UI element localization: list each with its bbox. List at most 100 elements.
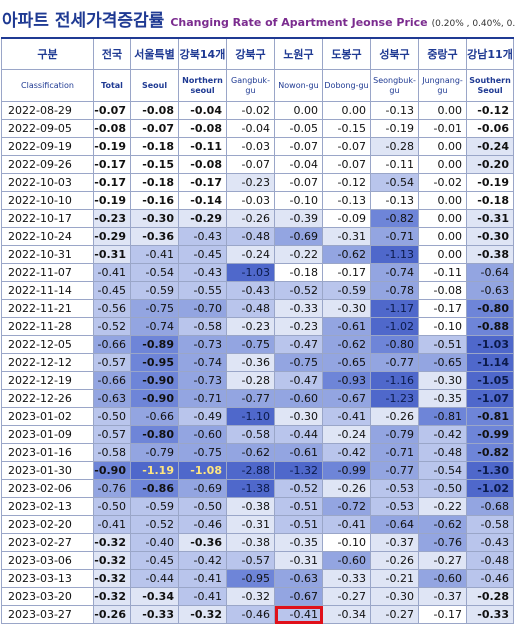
value-cell: -0.50	[93, 407, 131, 426]
value-cell: -0.76	[93, 479, 131, 498]
value-cell: -0.26	[370, 407, 419, 426]
value-cell: -0.74	[370, 263, 419, 282]
value-cell: -0.32	[226, 587, 275, 606]
value-cell: -0.48	[226, 227, 275, 246]
value-cell: -0.48	[466, 551, 514, 570]
value-cell: -0.81	[466, 407, 514, 426]
value-cell: -0.65	[322, 353, 371, 372]
row-date: 2022-10-03	[1, 173, 94, 192]
value-cell: -0.17	[418, 299, 467, 318]
value-cell: -0.27	[418, 551, 467, 570]
column-header-english: Nowon-gu	[274, 69, 323, 102]
value-cell: -0.24	[466, 137, 514, 156]
value-cell: -0.41	[93, 263, 131, 282]
value-cell: -0.75	[274, 353, 323, 372]
value-cell: -0.90	[130, 389, 179, 408]
value-cell: -0.26	[226, 209, 275, 228]
value-cell: -0.53	[370, 479, 419, 498]
row-date: 2022-09-19	[1, 137, 94, 156]
column-header-english: Classification	[1, 69, 94, 102]
value-cell: -0.50	[418, 479, 467, 498]
value-cell: -0.48	[226, 299, 275, 318]
value-cell: -1.23	[370, 389, 419, 408]
value-cell: -1.03	[226, 263, 275, 282]
value-cell: -0.90	[93, 461, 131, 480]
value-cell: -0.46	[226, 605, 275, 624]
value-cell: -0.17	[93, 173, 131, 192]
value-cell: -0.31	[322, 227, 371, 246]
value-cell: -0.33	[322, 569, 371, 588]
value-cell: -0.65	[418, 353, 467, 372]
value-cell: -0.01	[418, 119, 467, 138]
value-cell: -0.37	[370, 533, 419, 552]
value-cell: -0.10	[322, 533, 371, 552]
value-cell: -0.59	[130, 497, 179, 516]
row-date: 2023-03-20	[1, 587, 94, 606]
value-cell: -0.41	[178, 569, 227, 588]
value-cell: -0.67	[322, 389, 371, 408]
value-cell: -0.73	[178, 335, 227, 354]
data-row: 2023-03-13 -0.32 -0.44 -0.41 -0.95 -0.63 -0.33…	[1, 569, 514, 588]
value-cell: -0.29	[178, 209, 227, 228]
value-cell: -0.31	[226, 515, 275, 534]
value-cell: -0.02	[418, 173, 467, 192]
value-cell: -0.18	[466, 191, 514, 210]
value-cell: -0.54	[130, 263, 179, 282]
value-cell: 0.00	[322, 101, 371, 120]
value-cell: 0.00	[418, 191, 467, 210]
value-cell: -0.39	[274, 209, 323, 228]
value-cell: -0.59	[130, 281, 179, 300]
value-cell: -0.74	[178, 353, 227, 372]
data-row: 2023-03-27 -0.26 -0.33 -0.32 -0.46 -0.41 -0.34…	[1, 605, 514, 624]
value-cell: -0.95	[226, 569, 275, 588]
value-cell: -0.99	[322, 461, 371, 480]
value-cell: -0.41	[322, 515, 371, 534]
value-cell: -1.13	[370, 245, 419, 264]
value-cell: -0.41	[93, 515, 131, 534]
value-cell: -0.30	[130, 209, 179, 228]
value-cell: -0.76	[418, 533, 467, 552]
row-date: 2023-01-02	[1, 407, 94, 426]
value-cell: -0.80	[370, 335, 419, 354]
value-cell: -0.62	[226, 443, 275, 462]
value-cell: -0.81	[418, 407, 467, 426]
value-cell: -0.13	[322, 191, 371, 210]
value-cell: -0.59	[322, 281, 371, 300]
data-row: 2022-10-24 -0.29 -0.36 -0.43 -0.48 -0.69 -0.31…	[1, 227, 514, 246]
value-cell: -0.42	[322, 443, 371, 462]
value-cell: -0.17	[322, 263, 371, 282]
value-cell: -0.93	[322, 371, 371, 390]
row-date: 2023-03-13	[1, 569, 94, 588]
column-header-english: Total	[93, 69, 131, 102]
value-cell: -0.57	[93, 353, 131, 372]
data-table: 구분 전국 서울특별 강북14개 강북구 노원구 도봉구 성북구 중랑구 강남11개 Classif…	[1, 37, 514, 624]
value-cell: -0.13	[370, 101, 419, 120]
value-cell: -1.05	[466, 371, 514, 390]
value-cell: -1.38	[226, 479, 275, 498]
row-date: 2022-12-05	[1, 335, 94, 354]
data-row: 2022-11-14 -0.45 -0.59 -0.55 -0.43 -0.52 -0.59…	[1, 281, 514, 300]
value-cell: -0.55	[178, 281, 227, 300]
value-cell: -0.38	[226, 497, 275, 516]
value-cell: -0.45	[130, 551, 179, 570]
value-cell: -0.19	[370, 119, 419, 138]
value-cell: -0.75	[130, 299, 179, 318]
data-row: 2022-10-03 -0.17 -0.18 -0.17 -0.23 -0.07 -0.12…	[1, 173, 514, 192]
value-cell: -0.18	[274, 263, 323, 282]
value-cell: -0.32	[93, 587, 131, 606]
row-date: 2023-01-30	[1, 461, 94, 480]
value-cell: -0.08	[130, 101, 179, 120]
value-cell: -0.77	[370, 353, 419, 372]
value-cell: -0.07	[322, 155, 371, 174]
value-cell: 0.00	[418, 227, 467, 246]
value-cell: -0.28	[466, 587, 514, 606]
row-date: 2022-10-10	[1, 191, 94, 210]
value-cell: -0.10	[418, 317, 467, 336]
value-cell: -0.27	[322, 587, 371, 606]
column-header-korean: 구분	[1, 37, 94, 70]
value-cell: 0.00	[418, 245, 467, 264]
data-row: 2022-12-19 -0.66 -0.90 -0.73 -0.28 -0.47 -0.93…	[1, 371, 514, 390]
value-cell: -0.19	[93, 137, 131, 156]
value-cell: -0.70	[178, 299, 227, 318]
value-cell: -0.18	[130, 173, 179, 192]
